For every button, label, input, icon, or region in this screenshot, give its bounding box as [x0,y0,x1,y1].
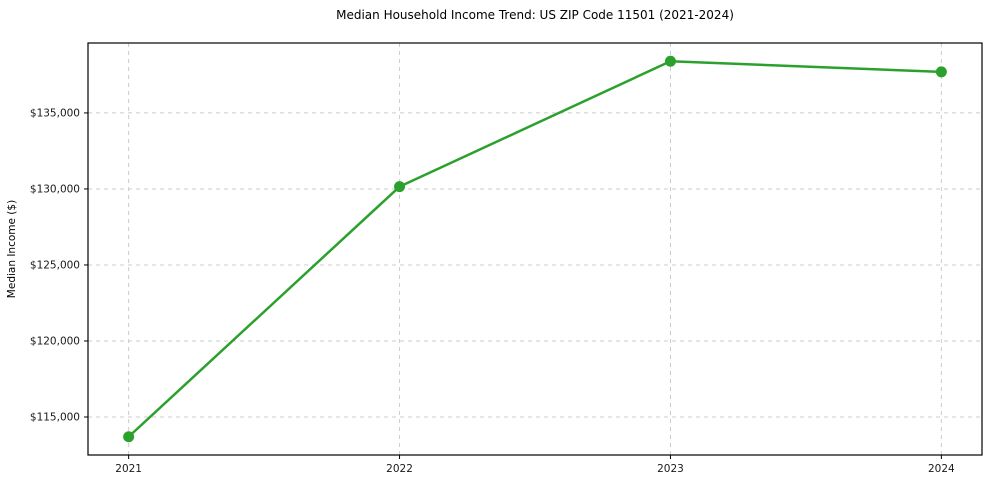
x-tick-label: 2024 [928,463,955,475]
x-tick-label: 2021 [115,463,142,475]
chart-title: Median Household Income Trend: US ZIP Co… [336,8,734,22]
data-line [127,59,943,439]
data-point-marker [664,55,676,67]
x-tick-label: 2023 [657,463,684,475]
y-tick-label: $120,000 [30,335,80,347]
y-tick-label: $130,000 [30,183,80,195]
data-point-marker [394,181,406,193]
y-tick-label: $125,000 [30,259,80,271]
data-point-marker [935,66,947,78]
y-tick-label: $135,000 [30,107,80,119]
y-tick-label: $115,000 [30,411,80,423]
plot-frame [87,42,983,456]
data-point-marker [123,431,135,443]
x-tick-label: 2022 [386,463,413,475]
